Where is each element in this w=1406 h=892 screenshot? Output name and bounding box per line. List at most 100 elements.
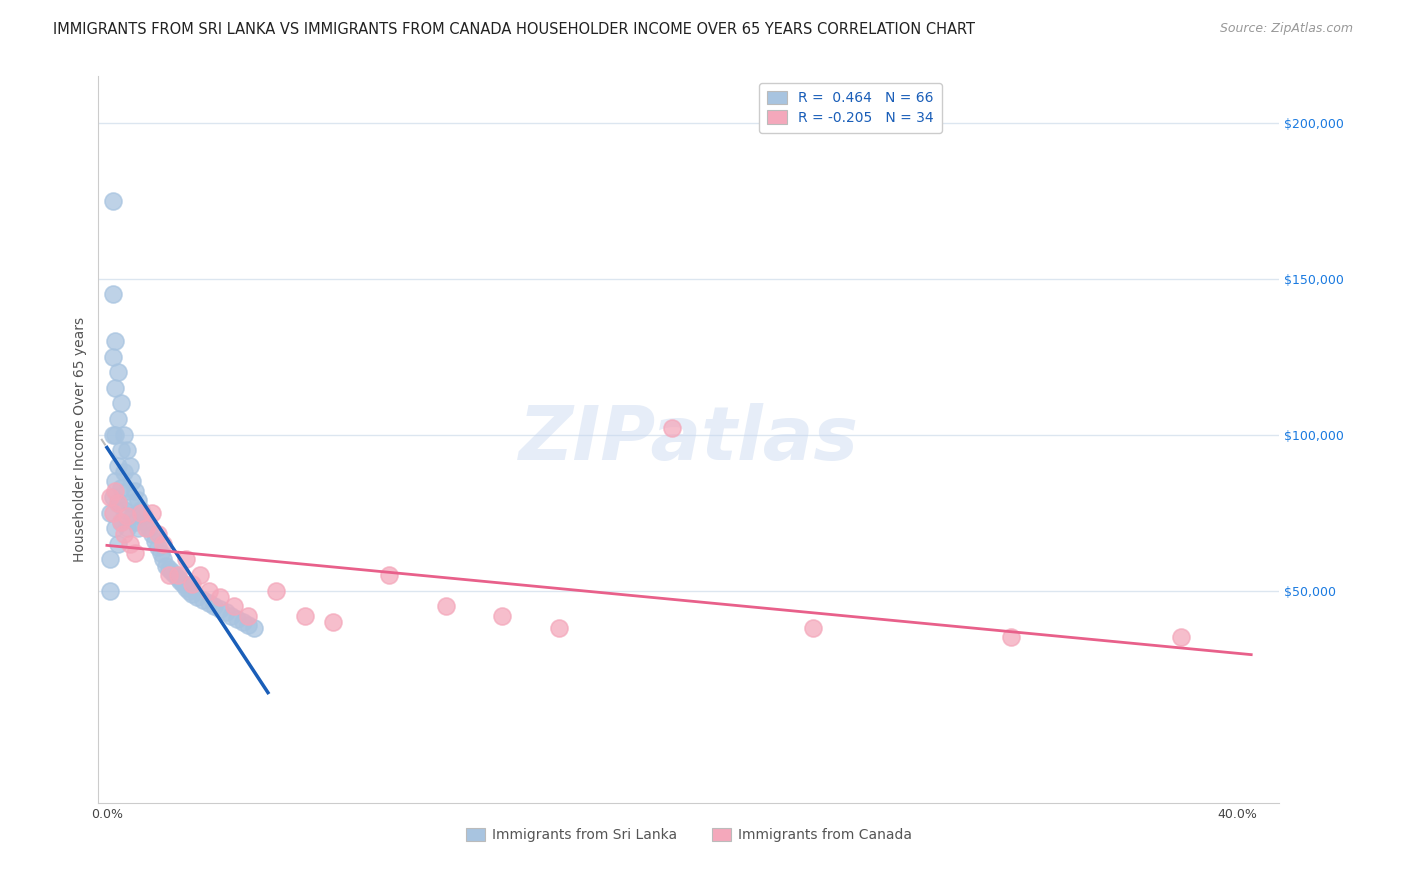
Legend: Immigrants from Sri Lanka, Immigrants from Canada: Immigrants from Sri Lanka, Immigrants fr… [457,820,921,850]
Point [101,194,124,208]
Point [104,521,127,535]
Point [225,612,247,626]
Point [143,533,166,548]
Point [112,527,135,541]
Text: ZIPatlas: ZIPatlas [519,403,859,475]
Point [101,350,124,364]
Point [141,527,163,541]
Point [107,458,129,473]
Point [101,506,124,520]
Point [121,475,143,489]
Point [238,618,260,632]
Point [104,427,127,442]
Text: IMMIGRANTS FROM SRI LANKA VS IMMIGRANTS FROM CANADA HOUSEHOLDER INCOME OVER 65 Y: IMMIGRANTS FROM SRI LANKA VS IMMIGRANTS … [53,22,976,37]
Point [166,568,188,582]
Point [107,412,129,426]
Point [174,581,197,595]
Point [180,577,202,591]
Point [378,568,401,582]
Point [101,490,124,504]
Point [434,599,457,614]
Point [208,590,231,604]
Point [98,583,121,598]
Point [124,483,146,498]
Point [107,537,129,551]
Point [222,599,245,614]
Point [104,381,127,395]
Point [548,621,571,635]
Point [124,515,146,529]
Point [112,502,135,516]
Point [177,583,200,598]
Point [208,602,231,616]
Point [152,552,174,566]
Point [197,596,219,610]
Point [115,521,138,535]
Point [98,506,121,520]
Point [1000,631,1022,645]
Point [1170,631,1192,645]
Point [118,537,141,551]
Point [491,608,513,623]
Point [166,571,188,585]
Point [152,537,174,551]
Point [219,608,242,623]
Point [132,508,155,523]
Point [138,521,160,535]
Point [188,568,211,582]
Point [191,593,214,607]
Point [149,546,172,560]
Point [110,515,132,529]
Point [155,558,177,573]
Point [661,421,683,435]
Point [101,287,124,301]
Point [110,515,132,529]
Point [110,443,132,458]
Point [127,521,149,535]
Point [98,552,121,566]
Point [238,608,260,623]
Point [146,540,169,554]
Point [157,568,180,582]
Point [243,621,266,635]
Point [110,396,132,410]
Point [104,483,127,498]
Point [129,506,152,520]
Point [115,508,138,523]
Point [115,443,138,458]
Point [127,493,149,508]
Point [214,606,236,620]
Point [141,506,163,520]
Point [112,427,135,442]
Point [202,599,225,614]
Point [135,515,157,529]
Text: Source: ZipAtlas.com: Source: ZipAtlas.com [1219,22,1353,36]
Point [107,365,129,379]
Point [322,615,344,629]
Point [174,552,197,566]
Point [121,508,143,523]
Y-axis label: Householder Income Over 65 years: Householder Income Over 65 years [73,317,87,562]
Point [118,496,141,510]
Point [118,458,141,473]
Point [157,562,180,576]
Point [163,568,186,582]
Point [110,481,132,495]
Point [266,583,288,598]
Point [129,502,152,516]
Point [124,546,146,560]
Point [101,427,124,442]
Point [197,583,219,598]
Point [160,565,183,579]
Point [115,483,138,498]
Point [98,490,121,504]
Point [172,577,194,591]
Point [169,574,191,589]
Point [104,334,127,348]
Point [180,587,202,601]
Point [112,465,135,479]
Point [107,496,129,510]
Point [135,521,157,535]
Point [107,496,129,510]
Point [801,621,824,635]
